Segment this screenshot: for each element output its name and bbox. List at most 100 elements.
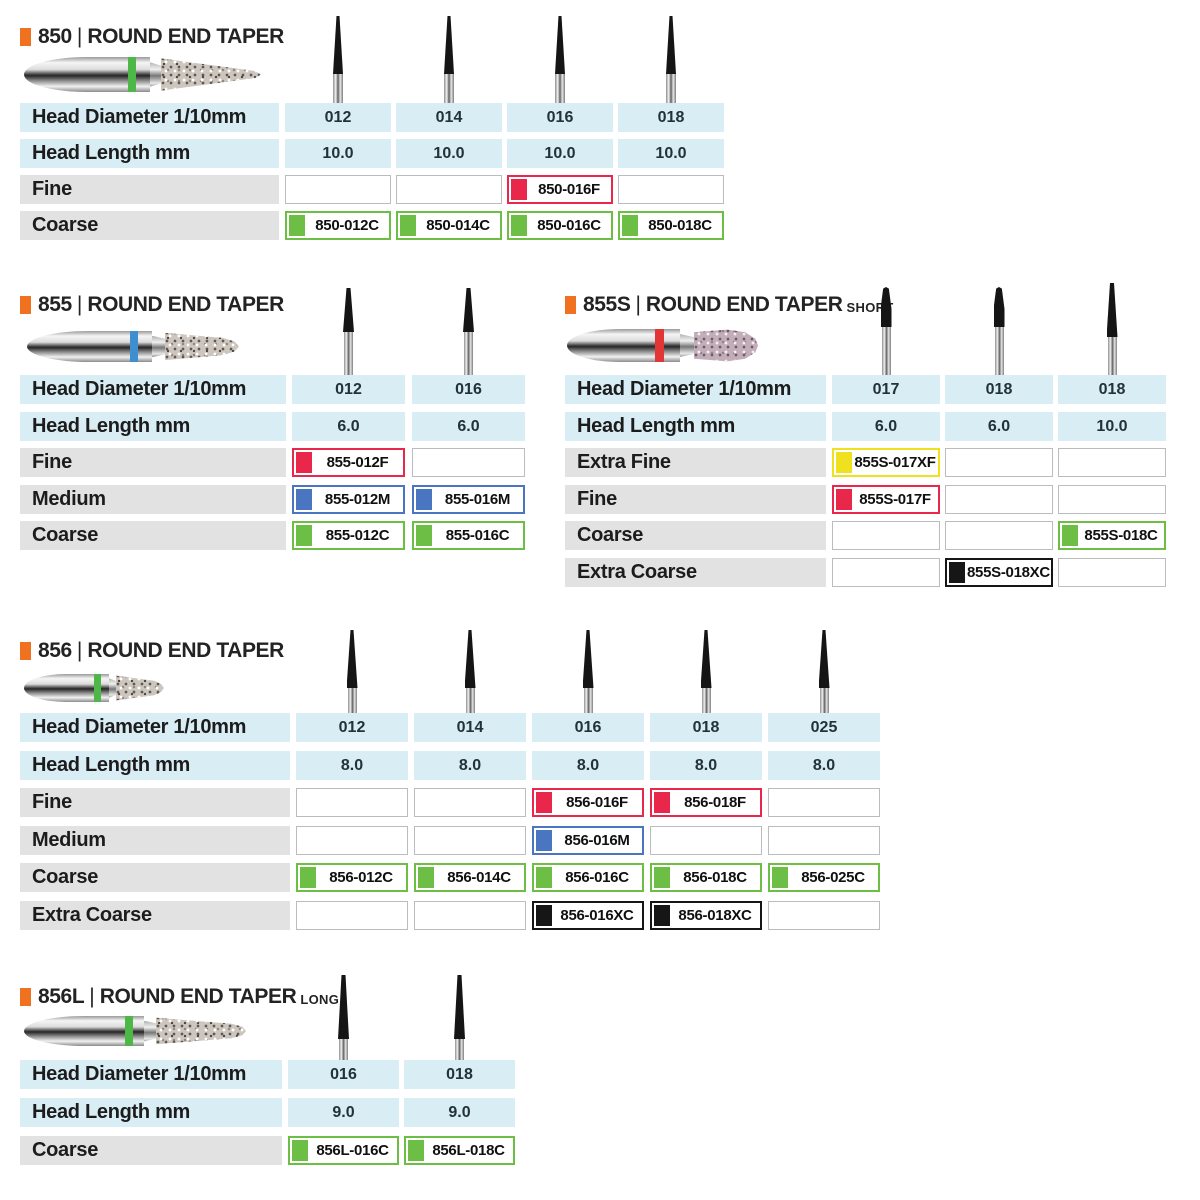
grit-color-bar bbox=[836, 452, 852, 473]
product-code: 855-016M bbox=[444, 491, 511, 508]
bur-neck bbox=[152, 335, 165, 358]
head-length-value: 9.0 bbox=[288, 1098, 399, 1127]
head-diameter-label: Head Diameter 1/10mm bbox=[20, 1060, 282, 1089]
product-cell: 850-016F bbox=[507, 175, 613, 204]
grit-color-bar bbox=[536, 792, 552, 813]
bur-photo bbox=[27, 331, 239, 362]
empty-cell bbox=[650, 826, 762, 855]
empty-cell bbox=[945, 521, 1053, 550]
empty-cell bbox=[618, 175, 724, 204]
section-header: 856L | ROUND END TAPER LONG bbox=[20, 984, 339, 1010]
bur-shank-vertical bbox=[347, 688, 357, 713]
empty-cell bbox=[296, 826, 408, 855]
grit-label: Coarse bbox=[20, 1136, 282, 1165]
grit-color-bar bbox=[418, 867, 434, 888]
head-diameter-label: Head Diameter 1/10mm bbox=[20, 713, 290, 742]
bur-tip bbox=[666, 16, 676, 74]
product-code: 856-018C bbox=[683, 869, 747, 886]
head-length-label: Head Length mm bbox=[20, 1098, 282, 1127]
head-diameter-value: 016 bbox=[507, 103, 613, 132]
head-length-value: 9.0 bbox=[404, 1098, 515, 1127]
product-cell: 855S-018XC bbox=[945, 558, 1053, 587]
section-title-suffix: LONG bbox=[300, 991, 340, 1007]
grit-color-bar bbox=[654, 905, 670, 926]
title-separator: | bbox=[76, 639, 83, 662]
grit-color-bar bbox=[400, 215, 416, 236]
head-diameter-value: 025 bbox=[768, 713, 880, 742]
head-diameter-value: 018 bbox=[404, 1060, 515, 1089]
bur-shank-vertical bbox=[444, 74, 454, 103]
grit-color-bar bbox=[536, 905, 552, 926]
bur-shank-vertical bbox=[333, 74, 343, 103]
product-code: 855S-018XC bbox=[967, 564, 1050, 581]
head-length-value: 8.0 bbox=[768, 751, 880, 780]
product-code: 856L-016C bbox=[316, 1142, 389, 1159]
empty-cell bbox=[396, 175, 502, 204]
product-code: 856-018XC bbox=[678, 907, 752, 924]
bur-tip bbox=[818, 630, 830, 688]
grit-color-bar bbox=[536, 830, 552, 851]
section-header: 850 | ROUND END TAPER bbox=[20, 24, 284, 50]
product-code: 855-012F bbox=[326, 454, 389, 471]
bur-shank bbox=[24, 674, 94, 702]
grit-label: Fine bbox=[20, 448, 286, 477]
grit-label: Fine bbox=[565, 485, 826, 514]
grit-color-bar bbox=[289, 215, 305, 236]
empty-cell bbox=[768, 901, 880, 930]
empty-cell bbox=[768, 826, 880, 855]
grit-color-bar bbox=[300, 867, 316, 888]
grit-color-bar bbox=[511, 179, 527, 200]
head-length-value: 10.0 bbox=[285, 139, 391, 168]
bur-tip bbox=[700, 630, 712, 688]
bur-photo bbox=[567, 329, 758, 362]
bur-shank bbox=[24, 1016, 125, 1046]
product-code: 855-016C bbox=[445, 527, 510, 544]
empty-cell bbox=[412, 448, 525, 477]
product-cell: 850-016C bbox=[507, 211, 613, 240]
diamond-head bbox=[694, 329, 758, 362]
diamond-head bbox=[116, 675, 164, 701]
product-code: 856-016XC bbox=[560, 907, 634, 924]
section-header: 855 | ROUND END TAPER bbox=[20, 292, 284, 318]
grit-label: Extra Coarse bbox=[565, 558, 826, 587]
product-cell: 850-012C bbox=[285, 211, 391, 240]
section-marker-icon bbox=[20, 642, 31, 660]
bur-tip bbox=[993, 287, 1005, 327]
head-length-value: 6.0 bbox=[412, 412, 525, 441]
product-cell: 856-016F bbox=[532, 788, 644, 817]
head-diameter-value: 012 bbox=[296, 713, 408, 742]
bur-tip bbox=[444, 16, 454, 74]
empty-cell bbox=[1058, 558, 1166, 587]
head-length-label: Head Length mm bbox=[20, 139, 279, 168]
head-diameter-value: 018 bbox=[650, 713, 762, 742]
bur-tip bbox=[463, 288, 474, 332]
section-marker-icon bbox=[20, 296, 31, 314]
section-title: ROUND END TAPER bbox=[645, 293, 843, 316]
grit-label: Coarse bbox=[20, 521, 286, 550]
head-length-value: 10.0 bbox=[396, 139, 502, 168]
head-diameter-value: 018 bbox=[1058, 375, 1166, 404]
product-cell: 856-025C bbox=[768, 863, 880, 892]
bur-neck bbox=[150, 62, 161, 87]
product-cell: 850-014C bbox=[396, 211, 502, 240]
grit-color-bar bbox=[296, 525, 312, 546]
bur-color-band bbox=[128, 57, 136, 92]
head-length-label: Head Length mm bbox=[565, 412, 826, 441]
title-separator: | bbox=[89, 985, 95, 1008]
empty-cell bbox=[1058, 448, 1166, 477]
grit-label: Fine bbox=[20, 788, 290, 817]
bur-color-band bbox=[655, 329, 664, 362]
product-code: 856-016C bbox=[565, 869, 629, 886]
grit-label: Coarse bbox=[565, 521, 826, 550]
product-code: 855S-018C bbox=[1084, 527, 1158, 544]
grit-color-bar bbox=[654, 867, 670, 888]
bur-shank-vertical bbox=[583, 688, 593, 713]
head-length-value: 10.0 bbox=[1058, 412, 1166, 441]
product-cell: 855S-017XF bbox=[832, 448, 940, 477]
grit-color-bar bbox=[1062, 525, 1078, 546]
grit-color-bar bbox=[408, 1140, 424, 1161]
bur-tip bbox=[555, 16, 565, 74]
head-length-label: Head Length mm bbox=[20, 751, 290, 780]
head-diameter-value: 016 bbox=[412, 375, 525, 404]
